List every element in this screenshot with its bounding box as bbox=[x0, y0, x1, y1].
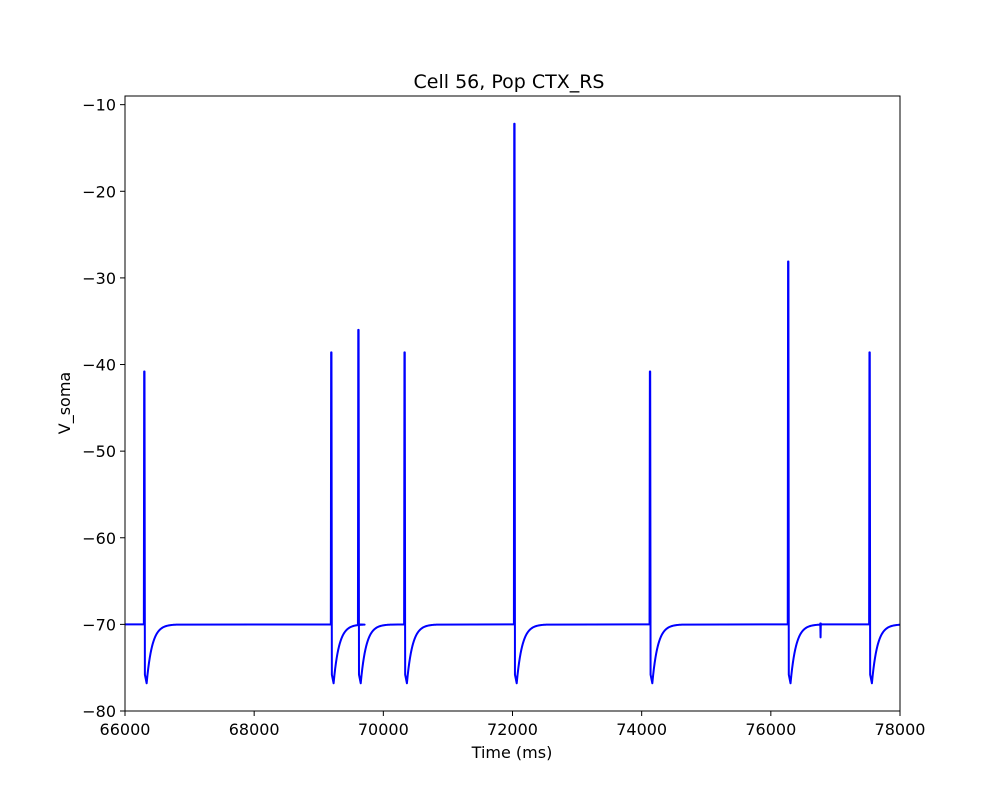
x-tick-label: 68000 bbox=[229, 720, 280, 739]
y-tick-label: −10 bbox=[82, 96, 116, 115]
y-tick-label: −80 bbox=[82, 702, 116, 721]
x-tick-label: 66000 bbox=[100, 720, 151, 739]
y-tick-label: −30 bbox=[82, 269, 116, 288]
x-axis-label: Time (ms) bbox=[471, 743, 553, 762]
x-tick-label: 72000 bbox=[487, 720, 538, 739]
y-axis: −80 −70 −60 −50 −40 −30 −20 −10 bbox=[82, 96, 125, 721]
x-axis: 66000 68000 70000 72000 74000 76000 78000 bbox=[100, 711, 926, 739]
voltage-trace-line bbox=[125, 122, 900, 685]
x-tick-label: 70000 bbox=[358, 720, 409, 739]
plot-area bbox=[125, 122, 900, 685]
plot-frame bbox=[124, 95, 901, 712]
x-tick-label: 74000 bbox=[616, 720, 667, 739]
y-axis-label: V_soma bbox=[55, 372, 75, 434]
y-tick-label: −20 bbox=[82, 182, 116, 201]
y-tick-label: −70 bbox=[82, 615, 116, 634]
y-tick-label: −40 bbox=[82, 356, 116, 375]
y-tick-label: −60 bbox=[82, 529, 116, 548]
x-tick-label: 78000 bbox=[875, 720, 926, 739]
x-tick-label: 76000 bbox=[745, 720, 796, 739]
y-tick-label: −50 bbox=[82, 442, 116, 461]
chart-title: Cell 56, Pop CTX_RS bbox=[414, 71, 605, 93]
